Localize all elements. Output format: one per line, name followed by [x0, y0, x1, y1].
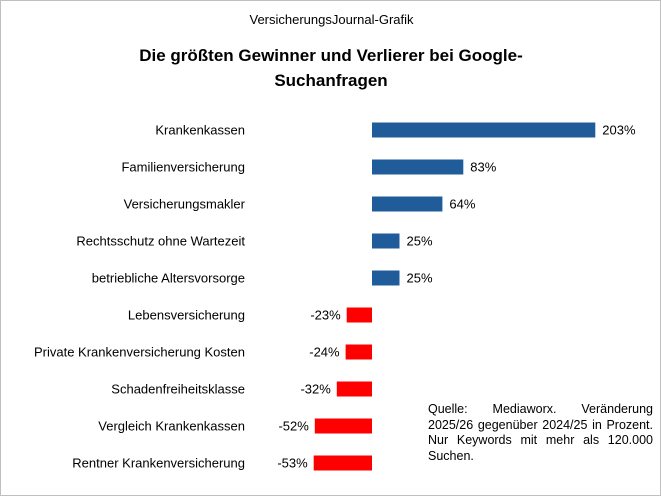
chart-kicker: VersicherungsJournal-Grafik [249, 12, 414, 27]
bar [314, 418, 372, 434]
bar [372, 270, 400, 286]
data-label: 203% [602, 123, 636, 138]
category-label: betriebliche Altersvorsorge [92, 271, 245, 286]
category-label: Vergleich Krankenkassen [98, 419, 245, 434]
data-label: -23% [310, 308, 341, 323]
data-label: 83% [470, 160, 496, 175]
data-label: -24% [309, 345, 340, 360]
category-label: Krankenkassen [155, 123, 245, 138]
bar [372, 233, 400, 249]
data-label: 25% [407, 271, 433, 286]
bar [345, 344, 372, 360]
source-note: Quelle: Mediaworx. Veränderung 2025/26 g… [428, 402, 653, 463]
category-label: Rentner Krankenversicherung [72, 456, 245, 471]
category-label: Private Krankenversicherung Kosten [34, 345, 245, 360]
data-label: -53% [277, 456, 308, 471]
chart-title: Die größten Gewinner und Verlierer bei G… [139, 46, 523, 90]
bar [346, 307, 372, 323]
category-label: Schadenfreiheitsklasse [111, 382, 245, 397]
data-label: -52% [278, 419, 309, 434]
category-label: Rechtsschutz ohne Wartezeit [76, 234, 245, 249]
bar [336, 381, 372, 397]
bar [313, 455, 372, 471]
bar [372, 159, 464, 175]
data-label: -32% [300, 382, 331, 397]
data-label: 64% [449, 197, 475, 212]
bar [372, 196, 443, 212]
category-label: Familienversicherung [121, 160, 245, 175]
category-label: Versicherungsmakler [124, 197, 246, 212]
data-label: 25% [407, 234, 433, 249]
bar [372, 122, 596, 138]
category-label: Lebensversicherung [128, 308, 245, 323]
